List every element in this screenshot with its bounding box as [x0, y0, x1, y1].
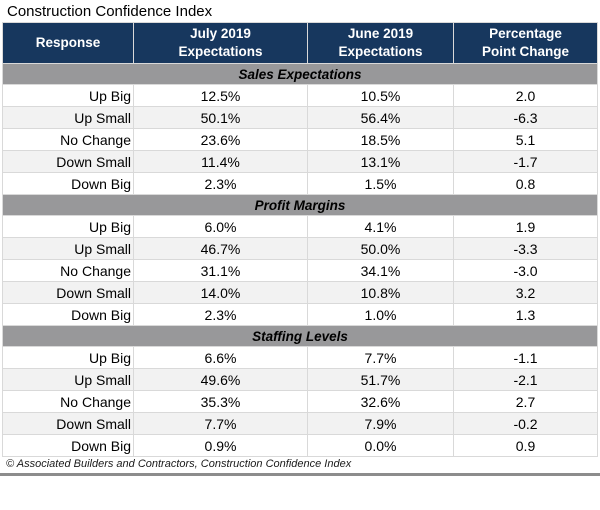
response-cell: Down Big — [2, 434, 134, 457]
value-cell: 4.1% — [307, 215, 454, 238]
value-cell: 7.9% — [307, 412, 454, 435]
header-row: Response July 2019 Expectations June 201… — [2, 22, 598, 64]
source-footnote: © Associated Builders and Contractors, C… — [6, 458, 352, 470]
value-cell: -2.1 — [453, 368, 598, 391]
value-cell: -3.0 — [453, 259, 598, 282]
table-row: Up Small 50.1% 56.4% -6.3 — [2, 106, 598, 129]
value-cell: 7.7% — [307, 346, 454, 369]
response-cell: No Change — [2, 390, 134, 413]
value-cell: 0.8 — [453, 172, 598, 195]
value-cell: -0.2 — [453, 412, 598, 435]
table-row: Up Small 46.7% 50.0% -3.3 — [2, 237, 598, 260]
value-cell: 34.1% — [307, 259, 454, 282]
response-cell: No Change — [2, 259, 134, 282]
value-cell: 2.3% — [133, 303, 308, 326]
table-body: Sales Expectations Up Big 12.5% 10.5% 2.0 Up … — [2, 63, 598, 457]
value-cell: 1.0% — [307, 303, 454, 326]
value-cell: 5.1 — [453, 128, 598, 151]
col-header-june-2019-expectations: June 2019 Expectations — [307, 22, 454, 64]
value-cell: 0.9 — [453, 434, 598, 457]
response-cell: Down Small — [2, 412, 134, 435]
value-cell: 56.4% — [307, 106, 454, 129]
value-cell: 18.5% — [307, 128, 454, 151]
value-cell: -1.7 — [453, 150, 598, 173]
response-cell: Down Small — [2, 150, 134, 173]
response-cell: Down Big — [2, 303, 134, 326]
value-cell: 0.9% — [133, 434, 308, 457]
table-row: Down Small 7.7% 7.9% -0.2 — [2, 412, 598, 435]
section-label: Sales Expectations — [2, 63, 598, 85]
value-cell: 49.6% — [133, 368, 308, 391]
value-cell: 3.2 — [453, 281, 598, 304]
table-row: No Change 35.3% 32.6% 2.7 — [2, 390, 598, 413]
value-cell: -1.1 — [453, 346, 598, 369]
value-cell: 32.6% — [307, 390, 454, 413]
section-header-row: Sales Expectations — [2, 63, 598, 85]
col-header-percentage-point-change: Percentage Point Change — [453, 22, 598, 64]
page-title: Construction Confidence Index — [7, 3, 213, 20]
response-cell: Up Big — [2, 346, 134, 369]
value-cell: 6.0% — [133, 215, 308, 238]
value-cell: 31.1% — [133, 259, 308, 282]
value-cell: 7.7% — [133, 412, 308, 435]
value-cell: 50.0% — [307, 237, 454, 260]
table-row: Down Big 2.3% 1.0% 1.3 — [2, 303, 598, 326]
table-row: Down Big 2.3% 1.5% 0.8 — [2, 172, 598, 195]
col-header-response: Response — [2, 22, 134, 64]
response-cell: Up Small — [2, 106, 134, 129]
table-row: Up Big 12.5% 10.5% 2.0 — [2, 84, 598, 107]
response-cell: Down Big — [2, 172, 134, 195]
value-cell: 2.7 — [453, 390, 598, 413]
value-cell: 1.9 — [453, 215, 598, 238]
section-label: Staffing Levels — [2, 325, 598, 347]
value-cell: 13.1% — [307, 150, 454, 173]
table-row: No Change 23.6% 18.5% 5.1 — [2, 128, 598, 151]
table-row: Down Small 14.0% 10.8% 3.2 — [2, 281, 598, 304]
table-row: Up Big 6.0% 4.1% 1.9 — [2, 215, 598, 238]
section-header-row: Profit Margins — [2, 194, 598, 216]
response-cell: Up Big — [2, 84, 134, 107]
response-cell: Up Big — [2, 215, 134, 238]
value-cell: 14.0% — [133, 281, 308, 304]
value-cell: 12.5% — [133, 84, 308, 107]
table-row: Up Small 49.6% 51.7% -2.1 — [2, 368, 598, 391]
response-cell: Up Small — [2, 237, 134, 260]
value-cell: 2.0 — [453, 84, 598, 107]
value-cell: 51.7% — [307, 368, 454, 391]
value-cell: 11.4% — [133, 150, 308, 173]
response-cell: No Change — [2, 128, 134, 151]
value-cell: -6.3 — [453, 106, 598, 129]
section-header-row: Staffing Levels — [2, 325, 598, 347]
value-cell: 23.6% — [133, 128, 308, 151]
table-row: Down Small 11.4% 13.1% -1.7 — [2, 150, 598, 173]
table-row: No Change 31.1% 34.1% -3.0 — [2, 259, 598, 282]
value-cell: 1.3 — [453, 303, 598, 326]
col-header-july-2019-expectations: July 2019 Expectations — [133, 22, 308, 64]
response-cell: Up Small — [2, 368, 134, 391]
value-cell: 0.0% — [307, 434, 454, 457]
value-cell: -3.3 — [453, 237, 598, 260]
table-row: Up Big 6.6% 7.7% -1.1 — [2, 346, 598, 369]
bottom-rule — [0, 473, 600, 476]
value-cell: 35.3% — [133, 390, 308, 413]
table-row: Down Big 0.9% 0.0% 0.9 — [2, 434, 598, 457]
value-cell: 50.1% — [133, 106, 308, 129]
value-cell: 6.6% — [133, 346, 308, 369]
value-cell: 1.5% — [307, 172, 454, 195]
value-cell: 2.3% — [133, 172, 308, 195]
value-cell: 10.8% — [307, 281, 454, 304]
confidence-index-table: Response July 2019 Expectations June 201… — [2, 22, 598, 457]
section-label: Profit Margins — [2, 194, 598, 216]
value-cell: 10.5% — [307, 84, 454, 107]
response-cell: Down Small — [2, 281, 134, 304]
value-cell: 46.7% — [133, 237, 308, 260]
